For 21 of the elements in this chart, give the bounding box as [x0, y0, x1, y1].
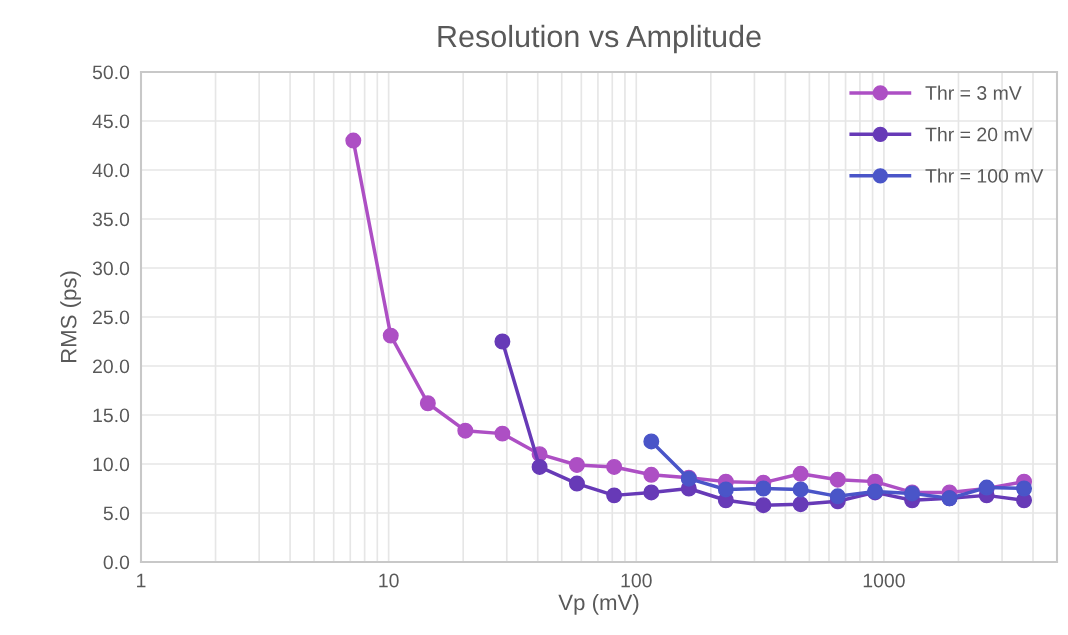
- y-tick-label: 45.0: [92, 114, 130, 129]
- y-tick-label: 50.0: [92, 65, 130, 80]
- y-tick-label: 35.0: [92, 212, 130, 227]
- x-tick-label: 10: [379, 573, 399, 588]
- x-tick-label: 1000: [863, 573, 905, 588]
- legend-label: Thr = 3 mV: [925, 85, 1022, 100]
- legend-label: Thr = 20 mV: [925, 127, 1033, 142]
- y-axis-title: RMS (ps): [60, 271, 81, 363]
- x-axis-title: Vp (mV): [558, 594, 639, 615]
- y-tick-label: 10.0: [93, 457, 130, 472]
- y-tick-label: 0.0: [103, 555, 130, 570]
- y-tick-label: 5.0: [103, 506, 130, 521]
- y-tick-label: 15.0: [93, 408, 130, 423]
- chart-title: Resolution vs Amplitude: [438, 24, 761, 54]
- y-tick-label: 25.0: [93, 310, 130, 325]
- y-tick-label: 30.0: [92, 261, 130, 276]
- legend-label: Thr = 100 mV: [925, 168, 1044, 183]
- y-tick-label: 40.0: [92, 163, 130, 178]
- x-tick-label: 1: [137, 573, 146, 588]
- y-tick-label: 20.0: [93, 359, 130, 374]
- x-tick-label: 100: [621, 573, 652, 588]
